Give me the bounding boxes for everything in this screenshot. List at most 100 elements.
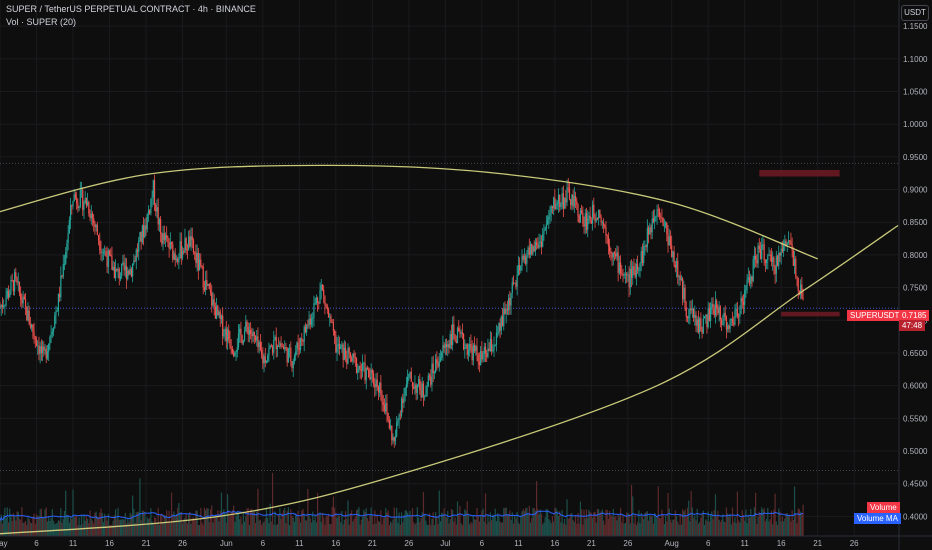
volume-bar xyxy=(35,514,38,536)
candle-body xyxy=(758,245,760,249)
volume-bar xyxy=(230,512,232,536)
candle-body xyxy=(551,206,554,209)
volume-bar xyxy=(695,520,697,536)
volume-bar xyxy=(539,509,541,536)
candle-body xyxy=(101,252,103,254)
candle-body xyxy=(431,363,433,385)
candle-body xyxy=(493,345,495,351)
candle-body xyxy=(287,348,289,363)
candle-body xyxy=(773,257,775,267)
candle-body xyxy=(146,214,148,230)
volume-bar xyxy=(783,521,785,536)
volume-bar xyxy=(347,500,349,536)
candle-body xyxy=(643,245,645,264)
candle-body xyxy=(183,251,185,253)
volume-bar xyxy=(747,514,749,536)
candle-body xyxy=(793,258,796,266)
volume-bar xyxy=(438,490,440,536)
volume-bar xyxy=(697,523,700,536)
candle-body xyxy=(127,270,129,280)
volume-bar xyxy=(469,524,471,536)
volume-bar xyxy=(682,509,684,536)
volume-bar xyxy=(730,524,732,536)
candle-body xyxy=(527,247,529,256)
supply-zone xyxy=(781,311,840,317)
candle-body xyxy=(577,204,579,216)
volume-bar xyxy=(114,509,117,536)
candle-body xyxy=(458,328,460,332)
candle-body xyxy=(459,331,461,334)
candle-body xyxy=(572,194,574,207)
currency-button[interactable]: USDT xyxy=(901,5,929,21)
candle-body xyxy=(729,320,731,329)
candle-body xyxy=(281,345,283,347)
candle-body xyxy=(147,210,150,215)
candle-body xyxy=(116,268,118,271)
volume-bar xyxy=(538,514,540,536)
volume-bar xyxy=(375,523,377,536)
candle-body xyxy=(105,251,107,256)
candle-body xyxy=(650,227,652,233)
price-tick-label: 0.6500 xyxy=(903,349,928,358)
candle-body xyxy=(362,363,364,371)
volume-bar xyxy=(740,517,742,536)
candle-body xyxy=(299,338,302,350)
time-tick-label: 16 xyxy=(105,539,114,548)
candle-body xyxy=(229,339,231,348)
candle-body xyxy=(387,412,389,421)
volume-bar xyxy=(599,512,601,536)
candle-body xyxy=(191,236,193,241)
candle-body xyxy=(259,341,261,351)
candle-body xyxy=(363,362,365,364)
volume-bar xyxy=(758,511,760,536)
volume-bar xyxy=(139,478,141,536)
candle-body xyxy=(585,213,588,230)
candle-body xyxy=(405,384,408,389)
candle-body xyxy=(340,346,342,350)
volume-bar xyxy=(460,523,462,536)
candle-body xyxy=(573,195,575,207)
volume-bar xyxy=(585,509,588,536)
candle-body xyxy=(632,266,634,278)
volume-bar xyxy=(136,511,139,536)
volume-bar xyxy=(12,512,14,536)
candle-body xyxy=(448,344,450,348)
volume-bar xyxy=(48,515,50,536)
volume-bar xyxy=(5,517,7,536)
candle-body xyxy=(265,360,268,364)
volume-bar xyxy=(563,518,566,536)
candle-body xyxy=(436,359,438,364)
volume-bar xyxy=(192,517,195,536)
candle-body xyxy=(192,240,195,253)
candle-body xyxy=(588,215,590,219)
candle-body xyxy=(669,236,672,246)
time-tick-label: 6 xyxy=(261,539,266,548)
volume-bar xyxy=(527,513,529,536)
candle-body xyxy=(796,276,798,278)
candle-body xyxy=(532,246,534,255)
candle-body xyxy=(705,315,707,317)
volume-bar xyxy=(455,524,457,536)
candle-body xyxy=(776,256,779,267)
volume-bar xyxy=(293,521,296,536)
volume-bar xyxy=(121,519,123,536)
candle-body xyxy=(515,282,517,287)
volume-bar xyxy=(522,508,524,536)
volume-bar xyxy=(393,507,395,536)
candle-body xyxy=(470,344,472,348)
volume-bar xyxy=(37,515,39,536)
candle-body xyxy=(213,299,215,307)
volume-indicator-label: Vol · SUPER (20) xyxy=(6,17,77,27)
candle-body xyxy=(29,324,32,328)
volume-bar xyxy=(197,524,199,536)
candle-body xyxy=(764,260,766,263)
volume-bar xyxy=(742,515,745,536)
candle-body xyxy=(460,332,462,334)
volume-bar xyxy=(610,515,612,536)
volume-bar xyxy=(329,524,331,536)
volume-bar xyxy=(391,522,393,536)
price-tick-label: 1.0000 xyxy=(903,120,928,129)
volume-bar xyxy=(56,522,58,536)
volume-bar xyxy=(194,518,196,536)
